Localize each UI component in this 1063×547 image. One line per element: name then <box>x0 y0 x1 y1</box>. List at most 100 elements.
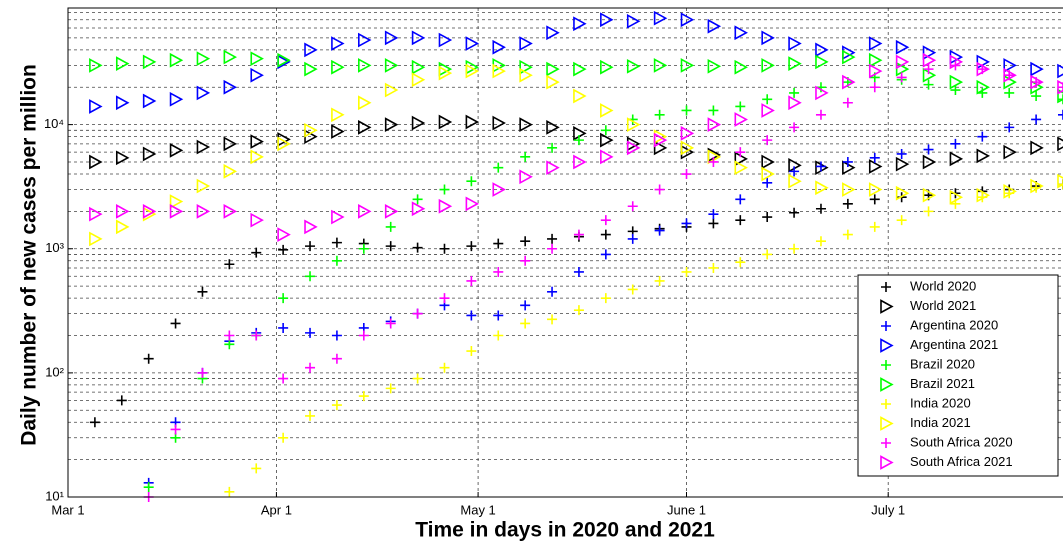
legend-label: Argentina 2020 <box>910 317 998 332</box>
marker <box>842 74 856 90</box>
marker <box>868 36 883 51</box>
marker <box>520 318 531 329</box>
marker <box>331 353 342 364</box>
marker <box>895 61 910 77</box>
marker <box>465 196 480 212</box>
marker <box>493 162 504 173</box>
marker <box>411 72 426 88</box>
marker <box>842 97 853 108</box>
marker <box>788 36 802 51</box>
marker <box>681 266 692 277</box>
marker <box>89 206 103 222</box>
marker <box>734 25 748 41</box>
marker <box>627 201 638 212</box>
marker <box>653 10 668 26</box>
marker <box>600 293 611 304</box>
legend-marker <box>881 282 891 292</box>
marker <box>869 221 880 232</box>
marker <box>788 173 802 189</box>
marker <box>412 308 423 319</box>
marker <box>358 204 372 219</box>
marker <box>196 85 211 101</box>
marker <box>465 36 480 51</box>
marker <box>143 482 154 493</box>
marker <box>1030 61 1044 77</box>
marker <box>385 241 396 252</box>
marker <box>197 286 208 297</box>
marker <box>438 65 453 81</box>
marker <box>573 16 587 32</box>
legend-marker <box>880 299 894 314</box>
marker <box>251 463 262 474</box>
marker <box>708 209 719 220</box>
legend-label: Argentina 2021 <box>910 337 998 352</box>
legend-marker <box>881 399 891 409</box>
marker <box>439 293 450 304</box>
marker <box>384 30 399 46</box>
marker <box>547 314 558 325</box>
marker <box>547 233 558 244</box>
marker <box>169 204 184 219</box>
marker <box>305 327 316 338</box>
marker <box>1057 79 1063 95</box>
marker <box>466 176 477 187</box>
x-tick-label: July 1 <box>871 502 905 517</box>
marker <box>626 58 641 74</box>
marker <box>546 61 560 77</box>
marker <box>520 151 531 162</box>
y-tick-label: 10² <box>45 364 64 379</box>
marker <box>278 244 289 255</box>
marker <box>546 25 560 41</box>
marker <box>547 243 558 254</box>
marker <box>385 318 396 329</box>
marker <box>815 54 829 70</box>
marker <box>546 74 560 90</box>
marker <box>1057 63 1063 79</box>
marker <box>492 182 506 197</box>
marker <box>627 233 638 244</box>
marker <box>143 353 154 364</box>
marker <box>169 52 184 68</box>
marker <box>331 237 342 248</box>
marker <box>842 229 853 240</box>
marker <box>1030 178 1044 194</box>
marker <box>815 85 829 101</box>
marker <box>949 74 964 90</box>
marker <box>735 257 746 268</box>
marker <box>304 122 318 138</box>
marker <box>950 138 961 149</box>
marker <box>815 42 829 58</box>
y-tick-label: 10¹ <box>45 488 64 503</box>
legend-marker <box>881 360 891 370</box>
marker <box>305 410 316 421</box>
marker <box>681 105 692 116</box>
marker <box>89 231 103 247</box>
marker <box>734 160 748 176</box>
marker <box>708 262 719 273</box>
marker <box>251 330 262 341</box>
marker <box>734 59 748 75</box>
marker <box>169 194 184 209</box>
marker <box>789 166 800 177</box>
marker <box>547 286 558 297</box>
marker <box>762 94 773 105</box>
marker <box>278 293 289 304</box>
marker <box>331 255 342 266</box>
x-tick-label: May 1 <box>460 502 495 517</box>
marker <box>600 103 614 118</box>
marker <box>277 227 291 242</box>
marker <box>895 54 910 70</box>
marker <box>277 52 291 68</box>
marker <box>519 59 533 75</box>
marker <box>304 42 318 58</box>
marker <box>196 139 211 155</box>
marker <box>250 134 264 149</box>
marker <box>170 424 181 435</box>
marker <box>654 109 665 120</box>
marker <box>520 236 531 247</box>
marker <box>761 58 775 73</box>
marker <box>573 229 584 240</box>
legend: World 2020 World 2021 Argentina 2020 Argent… <box>857 274 1059 477</box>
marker <box>654 184 665 195</box>
marker <box>789 122 800 133</box>
